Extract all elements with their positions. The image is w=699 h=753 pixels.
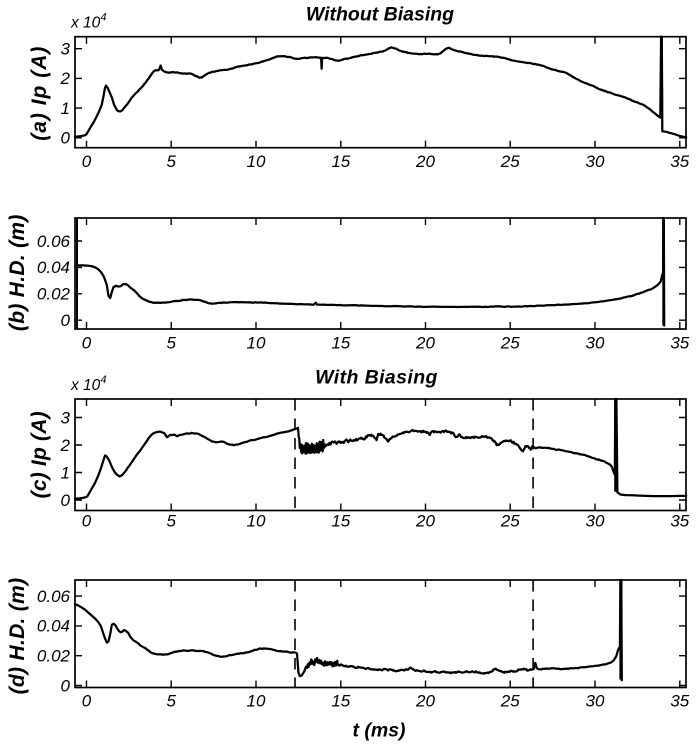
svg-text:0: 0 [82,334,92,353]
svg-text:5: 5 [166,692,176,711]
svg-text:0.04: 0.04 [37,258,70,277]
svg-text:3: 3 [61,40,71,59]
svg-text:15: 15 [331,152,350,171]
svg-text:20: 20 [415,512,435,531]
svg-text:0.02: 0.02 [37,647,71,666]
svg-text:2: 2 [60,436,71,455]
svg-text:35: 35 [670,334,689,353]
svg-text:20: 20 [415,692,435,711]
svg-text:20: 20 [415,152,435,171]
svg-text:15: 15 [331,512,350,531]
svg-text:Without Biasing: Without Biasing [306,4,454,26]
svg-text:t (ms): t (ms) [352,720,405,742]
svg-text:2: 2 [60,69,71,88]
svg-text:35: 35 [670,692,689,711]
svg-text:0.02: 0.02 [37,285,71,304]
svg-text:25: 25 [500,334,520,353]
svg-text:3: 3 [61,408,71,427]
svg-text:20: 20 [415,334,435,353]
svg-text:(c) Ip (A): (c) Ip (A) [28,411,51,498]
svg-text:5: 5 [166,334,176,353]
svg-text:35: 35 [670,512,689,531]
svg-text:25: 25 [500,692,520,711]
svg-text:1: 1 [61,99,70,118]
svg-text:0: 0 [82,692,92,711]
svg-text:30: 30 [586,152,605,171]
svg-text:10: 10 [247,692,266,711]
svg-text:x 104: x 104 [70,374,106,394]
svg-text:30: 30 [586,692,605,711]
svg-text:5: 5 [166,512,176,531]
svg-text:0.06: 0.06 [37,232,71,251]
svg-text:x 104: x 104 [70,12,106,32]
svg-text:With Biasing: With Biasing [315,367,438,389]
svg-text:35: 35 [670,152,689,171]
svg-text:30: 30 [586,334,605,353]
svg-text:25: 25 [500,152,520,171]
svg-text:0: 0 [82,512,92,531]
svg-text:1: 1 [61,463,70,482]
svg-text:10: 10 [247,512,266,531]
svg-text:5: 5 [166,152,176,171]
svg-text:0: 0 [82,152,92,171]
svg-text:10: 10 [247,152,266,171]
svg-text:0: 0 [61,676,71,695]
svg-text:25: 25 [500,512,520,531]
svg-text:0: 0 [61,491,71,510]
svg-text:(d) H.D. (m): (d) H.D. (m) [6,578,29,695]
svg-text:0.04: 0.04 [37,617,70,636]
svg-text:30: 30 [586,512,605,531]
svg-text:15: 15 [331,334,350,353]
svg-text:0.06: 0.06 [37,587,71,606]
svg-text:(a) Ip (A): (a) Ip (A) [28,46,51,141]
svg-text:(b) H.D. (m): (b) H.D. (m) [6,214,29,331]
svg-text:15: 15 [331,692,350,711]
svg-text:10: 10 [247,334,266,353]
svg-text:0: 0 [61,129,71,148]
svg-text:0: 0 [61,311,71,330]
